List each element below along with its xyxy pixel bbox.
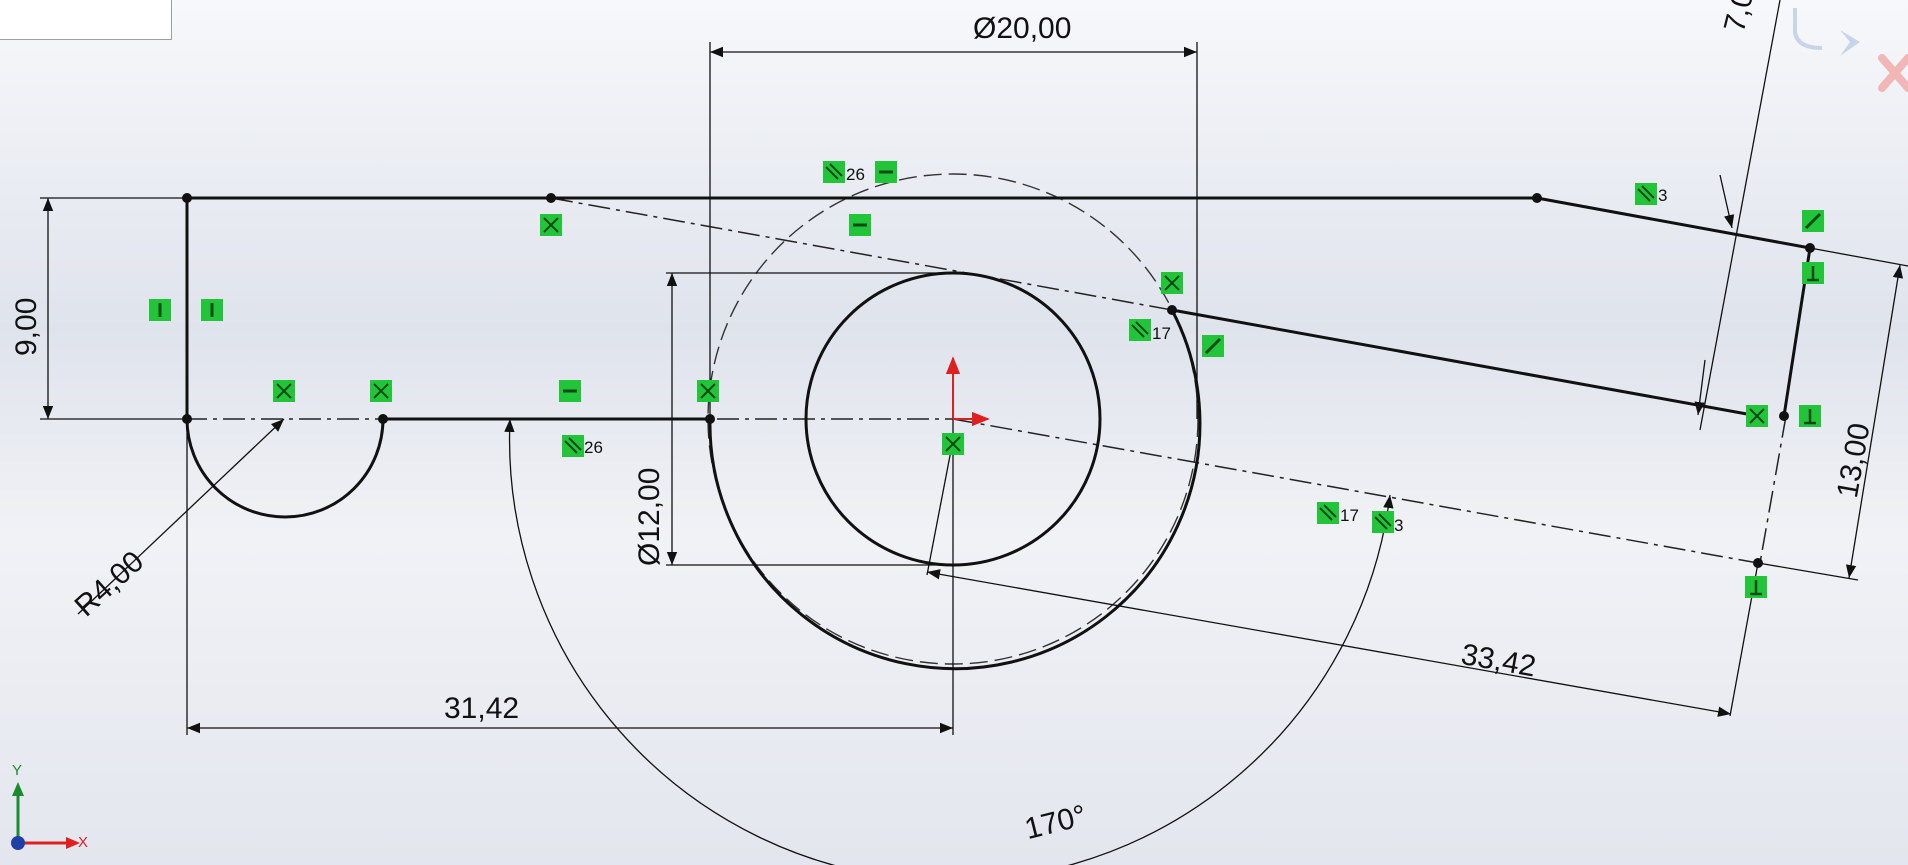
parallel-icon [1316,501,1340,525]
angled-centerline[interactable] [952,418,1759,564]
relation-badges[interactable] [147,159,1826,600]
relation-label: 3 [1394,516,1404,535]
horizontal-icon [873,159,899,185]
sketch-points [182,193,1815,568]
coincident-icon [369,379,393,403]
horizontal-icon [847,212,873,238]
tangent-centerline[interactable] [550,197,1173,311]
sketch-geometry [185,196,1812,671]
coincident-icon [941,432,965,456]
dim-31-label[interactable]: 31,42 [444,692,520,725]
coincident-icon [539,213,563,237]
coordinate-triad [11,782,80,850]
coincident-icon [1745,404,1769,428]
slot-arc[interactable] [185,417,385,519]
triad-y-label: Y [12,762,23,779]
perpendicular-icon [1800,260,1826,286]
perpendicular-icon [1743,574,1769,600]
upper-slanted-line[interactable] [1535,196,1812,250]
confirm-corner-icon[interactable] [1793,8,1860,56]
parallel-icon [561,434,585,458]
property-box[interactable] [0,0,172,40]
relation-label: 26 [846,165,865,184]
coincident-icon [696,379,720,403]
tangent-icon [1800,208,1826,234]
coincident-icon [1160,271,1184,295]
parallel-icon [1371,510,1395,534]
relation-label: 17 [1152,324,1171,343]
parallel-icon [1128,318,1152,342]
cancel-corner-icon[interactable] [1878,54,1908,92]
diameter-20-label[interactable]: Ø20,00 [973,12,1072,45]
tangent-icon [1200,333,1226,359]
coincident-icon [272,379,296,403]
horizontal-icon [557,378,583,404]
relation-label: 26 [584,438,603,457]
triad-x-label: X [78,834,89,851]
dimension-lines[interactable] [40,0,1908,865]
diameter-12-label[interactable]: Ø12,00 [633,467,666,566]
vertical-icon [147,297,173,323]
parallel-icon [822,160,846,184]
origin-icon [945,356,990,427]
construction-lines[interactable] [185,197,1787,564]
relation-label: 3 [1658,186,1668,205]
outer-arc[interactable] [708,308,1202,671]
dim-9-label[interactable]: 9,00 [10,297,43,356]
vertical-icon [199,297,225,323]
relation-label: 17 [1340,506,1359,525]
end-centerline[interactable] [1759,415,1787,564]
lower-slanted-line[interactable] [1170,308,1760,418]
perpendicular-icon [1797,403,1823,429]
parallel-icon [1634,182,1658,206]
